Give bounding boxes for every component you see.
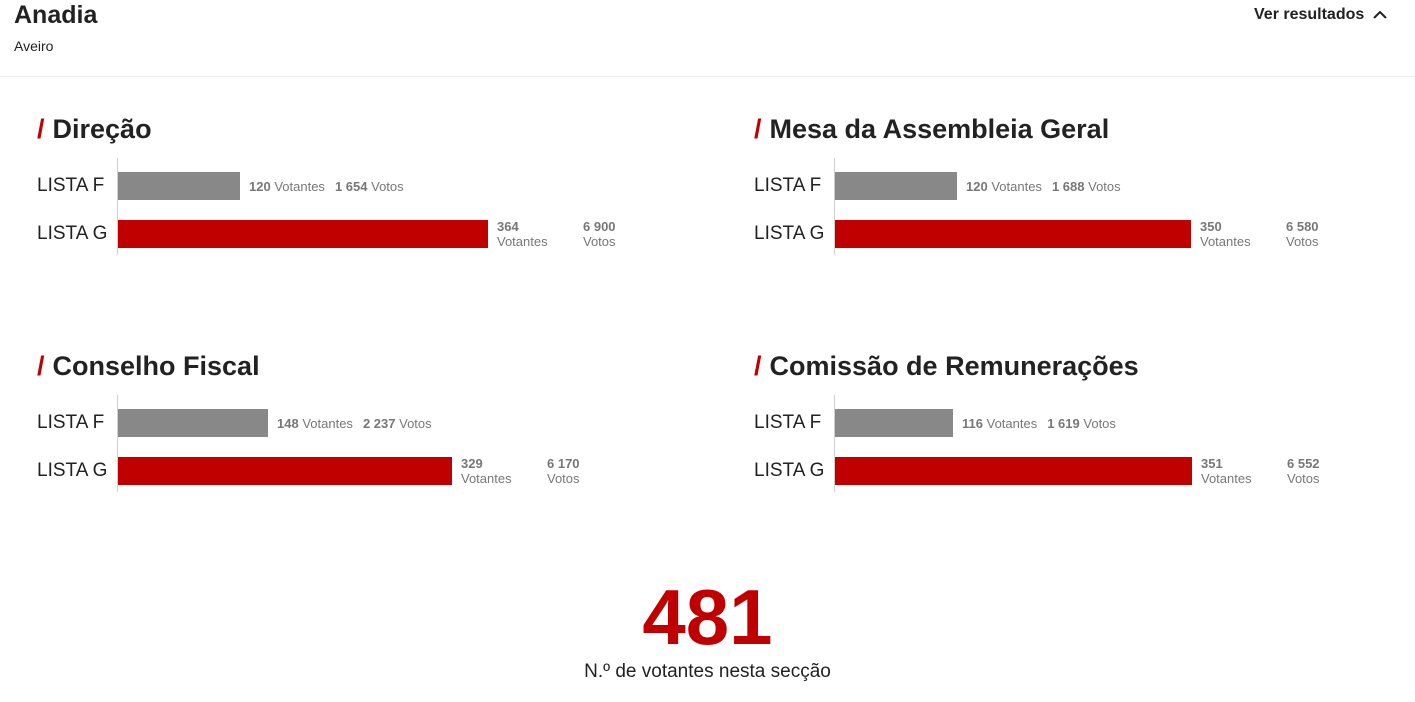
chart-axis: [117, 158, 118, 255]
list-label: LISTA F: [754, 412, 822, 433]
votantes-bar: [118, 220, 488, 248]
list-label: LISTA G: [37, 223, 108, 244]
result-row-lista-g: LISTA G 364 Votantes 6 900 Votos: [37, 219, 677, 250]
slash-icon: /: [754, 114, 762, 144]
section-conselho-fiscal: / Conselho Fiscal LISTA F 148 Votantes 2 2…: [37, 351, 677, 511]
votantes-bar: [118, 172, 240, 200]
bar-stats: 120 Votantes 1 654 Votos: [249, 179, 404, 194]
chevron-up-icon: [1373, 10, 1387, 19]
votos-stat: 6 900 Votos: [583, 219, 616, 249]
votantes-stat: 329 Votantes: [461, 456, 512, 486]
result-row-lista-f: LISTA F 120 Votantes 1 654 Votos: [37, 172, 677, 202]
chart-axis: [834, 395, 835, 492]
list-label: LISTA F: [37, 412, 105, 433]
total-voters: 481 N.º de votantes nesta secção: [0, 575, 1415, 683]
section-mesa-assembleia-geral: / Mesa da Assembleia Geral LISTA F 120 Vo…: [754, 114, 1394, 274]
votantes-bar: [118, 409, 268, 437]
section-title: / Direção: [37, 114, 152, 144]
location-name: Anadia: [14, 1, 98, 29]
votos-stat: 6 170 Votos: [547, 456, 580, 486]
slash-icon: /: [37, 114, 45, 144]
chart-axis: [117, 395, 118, 492]
result-row-lista-f: LISTA F 120 Votantes 1 688 Votos: [754, 172, 1394, 202]
section-title: / Conselho Fiscal: [37, 351, 260, 381]
bar-stats: 116 Votantes 1 619 Votos: [962, 416, 1116, 431]
total-voters-label: N.º de votantes nesta secção: [584, 661, 831, 682]
votantes-bar: [835, 172, 957, 200]
location-header: Anadia Aveiro Ver resultados: [0, 0, 1415, 77]
location-region: Aveiro: [14, 38, 54, 54]
votantes-bar: [835, 409, 953, 437]
result-row-lista-f: LISTA F 116 Votantes 1 619 Votos: [754, 409, 1394, 439]
list-label: LISTA G: [754, 223, 825, 244]
result-row-lista-g: LISTA G 329 Votantes 6 170 Votos: [37, 456, 677, 487]
votantes-stat: 351 Votantes: [1201, 456, 1252, 486]
section-direcao: / Direção LISTA F 120 Votantes 1 654 Votos…: [37, 114, 677, 274]
slash-icon: /: [37, 351, 45, 381]
chart-axis: [834, 158, 835, 255]
list-label: LISTA F: [754, 175, 822, 196]
results-toggle-label: Ver resultados: [1254, 6, 1365, 23]
result-row-lista-g: LISTA G 350 Votantes 6 580 Votos: [754, 219, 1394, 250]
results-toggle-button[interactable]: Ver resultados: [1254, 6, 1389, 24]
votos-stat: 6 552 Votos: [1287, 456, 1320, 486]
section-title: / Mesa da Assembleia Geral: [754, 114, 1110, 144]
result-row-lista-g: LISTA G 351 Votantes 6 552 Votos: [754, 456, 1394, 487]
bar-stats: 148 Votantes 2 237 Votos: [277, 416, 432, 431]
votantes-stat: 364 Votantes: [497, 219, 548, 249]
votantes-bar: [118, 457, 452, 485]
section-comissao-remuneracoes: / Comissão de Remunerações LISTA F 116 Vo…: [754, 351, 1394, 511]
section-title: / Comissão de Remunerações: [754, 351, 1139, 381]
votantes-stat: 350 Votantes: [1200, 219, 1251, 249]
votos-stat: 6 580 Votos: [1286, 219, 1319, 249]
votantes-bar: [835, 457, 1192, 485]
list-label: LISTA F: [37, 175, 105, 196]
list-label: LISTA G: [754, 460, 825, 481]
list-label: LISTA G: [37, 460, 108, 481]
total-voters-count: 481: [642, 573, 773, 661]
votantes-bar: [835, 220, 1191, 248]
slash-icon: /: [754, 351, 762, 381]
result-row-lista-f: LISTA F 148 Votantes 2 237 Votos: [37, 409, 677, 439]
bar-stats: 120 Votantes 1 688 Votos: [966, 179, 1121, 194]
